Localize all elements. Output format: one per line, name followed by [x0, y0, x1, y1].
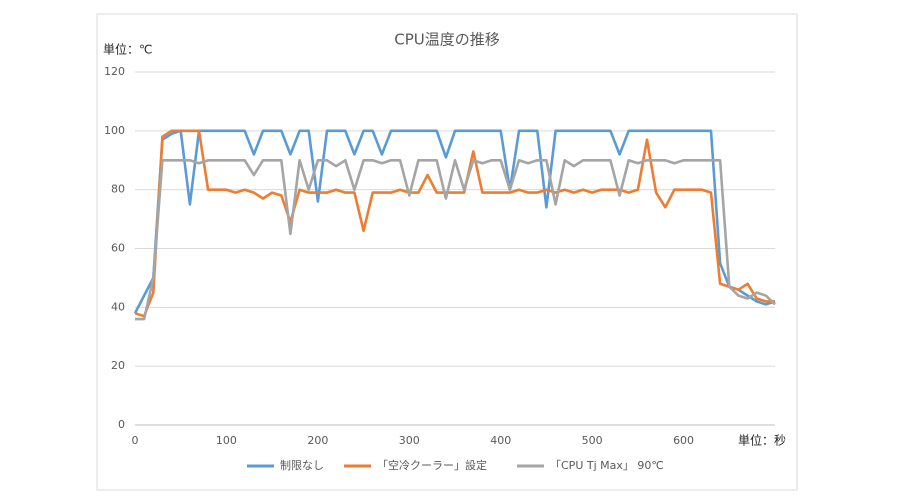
- y-unit-label: 単位：℃: [103, 42, 152, 57]
- y-tick-label: 100: [104, 124, 125, 137]
- y-tick-label: 40: [111, 300, 125, 313]
- y-tick-label: 120: [104, 65, 125, 78]
- y-tick-label: 0: [118, 418, 125, 431]
- legend-label: 「空冷クーラー」設定: [377, 458, 487, 472]
- legend-label: 「CPU Tj Max」 90℃: [550, 459, 664, 472]
- series-line: [134, 129, 775, 318]
- x-tick-label: 500: [582, 434, 603, 447]
- x-tick-label: 0: [132, 434, 139, 447]
- series-line: [135, 159, 776, 321]
- x-tick-label: 200: [307, 434, 328, 447]
- series-line: [133, 129, 776, 314]
- y-tick-label: 80: [111, 183, 125, 196]
- x-tick-label: 100: [216, 434, 237, 447]
- x-tick-label: 300: [399, 434, 420, 447]
- x-unit-label: 単位：秒: [738, 433, 786, 448]
- chart-title: CPU温度の推移: [394, 31, 500, 49]
- x-tick-label: 600: [673, 434, 694, 447]
- legend-label: 制限なし: [280, 459, 324, 472]
- y-tick-label: 20: [111, 359, 125, 372]
- x-tick-label: 400: [490, 434, 511, 447]
- y-tick-label: 60: [111, 242, 125, 255]
- chart-frame: [96, 13, 798, 491]
